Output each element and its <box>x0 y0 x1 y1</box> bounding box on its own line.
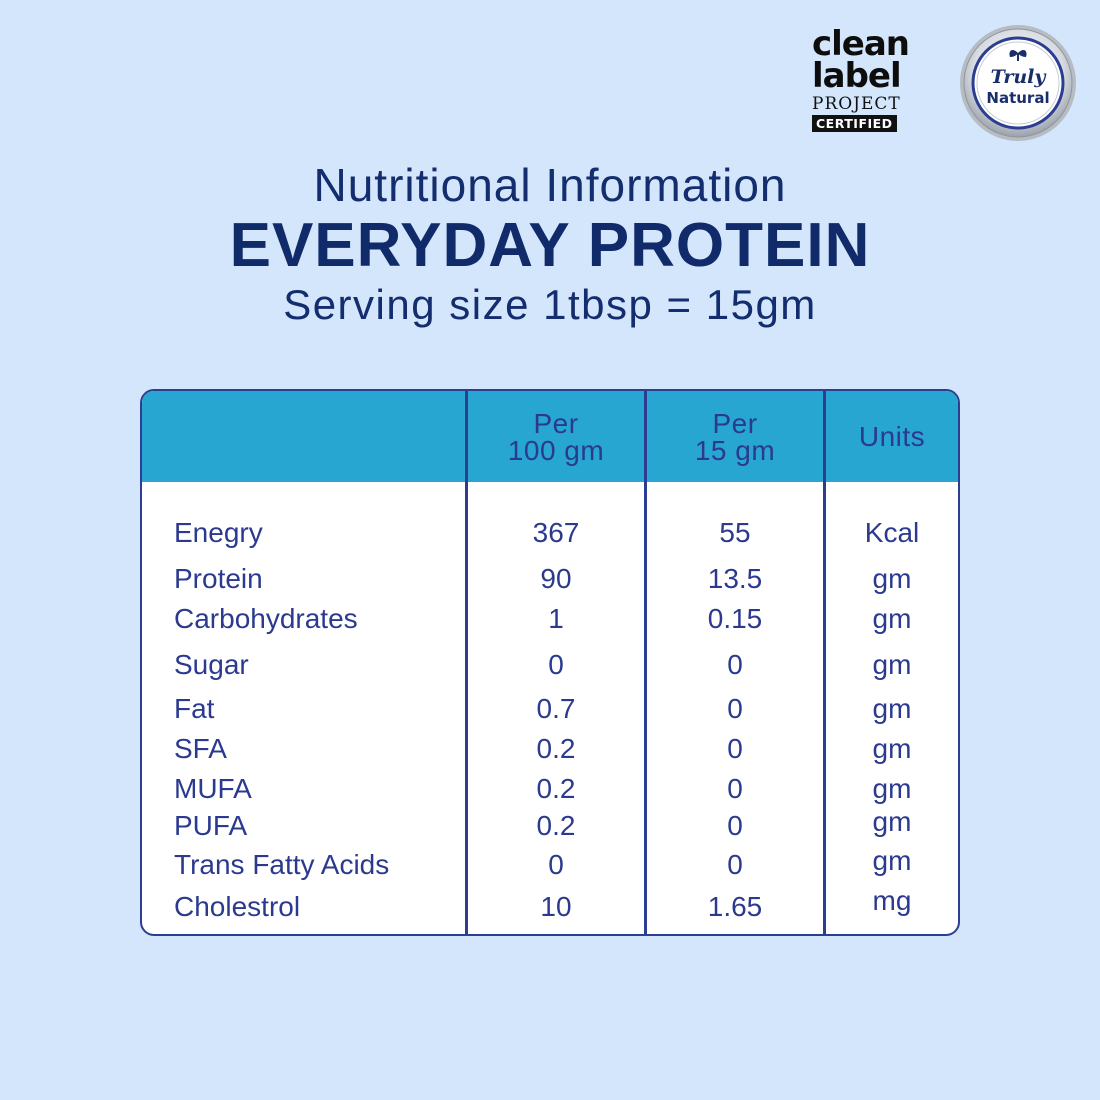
nutrient-name: Enegry <box>174 517 263 548</box>
nutrition-table: Per 100 gm Per 15 gm Units Enegry 367 55… <box>140 389 960 936</box>
nutrient-name: Trans Fatty Acids <box>174 849 390 880</box>
header-per-100gm-line2: 100 gm <box>507 434 605 466</box>
table-row: PUFA 0.2 0 gm <box>142 806 958 846</box>
clean-label-project-logo: clean label PROJECT CERTIFIED <box>812 24 927 132</box>
value-per-15gm: 0 <box>727 810 743 841</box>
truly-natural-seal: Truly Natural <box>958 23 1078 143</box>
value-per-100gm: 1 <box>548 603 564 634</box>
unit: gm <box>872 563 912 594</box>
unit: gm <box>872 806 912 837</box>
unit: gm <box>872 845 912 876</box>
logo-text-clean: clean <box>812 24 910 64</box>
unit: mg <box>872 885 912 916</box>
value-per-100gm: 0.2 <box>536 733 576 764</box>
nutrient-name: MUFA <box>174 773 252 804</box>
product-title: EVERYDAY PROTEIN <box>229 211 871 280</box>
value-per-15gm: 13.5 <box>707 563 763 594</box>
table-row: Protein 90 13.5 gm <box>142 559 958 599</box>
unit: gm <box>872 693 912 724</box>
value-per-100gm: 10 <box>540 891 572 922</box>
nutrient-name: Fat <box>174 693 215 724</box>
nutrient-name: Protein <box>174 563 263 594</box>
value-per-100gm: 0 <box>548 649 564 680</box>
value-per-15gm: 0.15 <box>707 603 763 634</box>
nutrient-name: SFA <box>174 733 227 764</box>
table-row: Fat 0.7 0 gm <box>142 689 958 729</box>
header-per-15gm-line1: Per <box>712 407 758 439</box>
nutrient-name: Carbohydrates <box>174 603 358 634</box>
table-row: Enegry 367 55 Kcal <box>142 513 958 553</box>
value-per-15gm: 0 <box>727 693 743 724</box>
header-units: Units <box>858 421 926 452</box>
value-per-15gm: 0 <box>727 773 743 804</box>
column-divider <box>465 391 468 934</box>
unit: gm <box>872 733 912 764</box>
value-per-15gm: 55 <box>719 517 751 548</box>
header-per-15gm-line2: 15 gm <box>694 434 776 466</box>
value-per-100gm: 90 <box>540 563 572 594</box>
logo-text-project: PROJECT <box>812 94 901 114</box>
nutrient-name: PUFA <box>174 810 248 841</box>
value-per-100gm: 0 <box>548 849 564 880</box>
unit: gm <box>872 649 912 680</box>
table-row: Trans Fatty Acids 0 0 gm <box>142 845 958 885</box>
value-per-15gm: 0 <box>727 733 743 764</box>
unit: Kcal <box>864 517 920 548</box>
value-per-100gm: 367 <box>532 517 580 548</box>
unit: gm <box>872 773 912 804</box>
value-per-15gm: 0 <box>727 849 743 880</box>
header-nutrient <box>142 391 465 482</box>
nutrient-name: Cholestrol <box>174 891 301 922</box>
value-per-15gm: 1.65 <box>707 891 763 922</box>
table-row: Sugar 0 0 gm <box>142 645 958 685</box>
column-divider <box>644 391 647 934</box>
table-header <box>142 391 958 482</box>
header-per-15gm: Per 15 gm <box>647 391 823 482</box>
seal-text-truly: Truly <box>991 66 1048 88</box>
header-per-100gm-line1: Per <box>533 407 579 439</box>
heading-nutritional-information: Nutritional Information <box>313 159 787 211</box>
table-row: MUFA 0.2 0 gm <box>142 769 958 809</box>
header-per-100gm: Per 100 gm <box>468 391 644 482</box>
table-row: SFA 0.2 0 gm <box>142 729 958 769</box>
logo-text-certified: CERTIFIED <box>812 115 897 132</box>
table-row: Carbohydrates 1 0.15 gm <box>142 599 958 639</box>
seal-icon: Truly Natural <box>960 25 1076 141</box>
seal-text-natural: Natural <box>986 89 1049 107</box>
unit: gm <box>872 603 912 634</box>
nutrient-name: Sugar <box>174 649 249 680</box>
value-per-100gm: 0.2 <box>536 773 576 804</box>
serving-size: Serving size 1tbsp = 15gm <box>283 281 817 328</box>
table-row: Cholestrol 10 1.65 mg <box>142 885 958 927</box>
column-divider <box>823 391 826 934</box>
logo-text-label: label <box>812 56 902 96</box>
value-per-100gm: 0.7 <box>536 693 576 724</box>
value-per-100gm: 0.2 <box>536 810 576 841</box>
value-per-15gm: 0 <box>727 649 743 680</box>
